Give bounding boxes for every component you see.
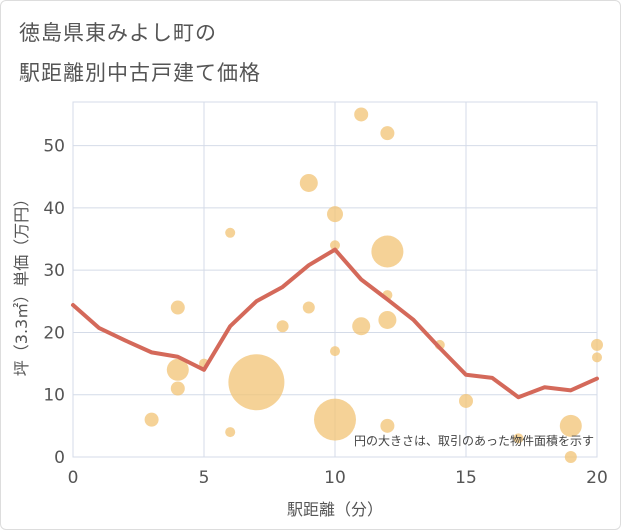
data-bubble xyxy=(302,301,315,314)
data-bubble xyxy=(225,227,236,238)
y-tick-label: 30 xyxy=(43,261,65,281)
x-tick-label: 20 xyxy=(586,468,608,488)
y-axis-label: 坪（3.3㎡）単価（万円） xyxy=(12,191,31,376)
x-tick-label: 10 xyxy=(324,468,346,488)
y-tick-label: 50 xyxy=(43,137,65,157)
data-bubble xyxy=(380,418,395,433)
x-tick-label: 5 xyxy=(199,468,210,488)
data-bubble xyxy=(228,354,285,411)
data-bubble xyxy=(378,310,397,329)
data-bubble xyxy=(225,427,236,438)
data-bubble xyxy=(371,235,404,268)
data-bubble xyxy=(591,338,603,351)
x-axis-label: 駅距離（分） xyxy=(287,500,383,519)
x-tick-label: 0 xyxy=(68,468,79,488)
data-bubble xyxy=(144,412,159,427)
y-tick-label: 20 xyxy=(43,323,65,343)
data-bubble xyxy=(276,320,289,333)
data-bubble xyxy=(327,206,343,223)
data-bubble xyxy=(170,381,185,396)
data-bubble xyxy=(170,300,185,315)
data-bubble xyxy=(166,358,189,381)
series-line xyxy=(71,247,599,400)
data-bubble xyxy=(330,240,340,251)
chart-title-line2: 駅距離別中古戸建て価格 xyxy=(19,61,261,85)
y-tick-label: 0 xyxy=(54,448,65,468)
data-bubble xyxy=(513,433,524,444)
plot-frame xyxy=(72,101,598,458)
data-bubble xyxy=(314,398,356,441)
data-bubble xyxy=(299,173,318,192)
x-tick-label: 15 xyxy=(455,468,477,488)
data-bubble xyxy=(592,352,602,363)
data-bubble xyxy=(330,346,340,357)
y-tick-label: 10 xyxy=(43,386,65,406)
data-bubble xyxy=(564,451,577,463)
data-bubble xyxy=(352,317,371,336)
data-bubble xyxy=(380,126,395,141)
y-tick-label: 40 xyxy=(43,199,65,219)
data-bubble xyxy=(559,414,582,437)
data-bubble xyxy=(354,107,369,122)
data-bubble xyxy=(459,393,473,408)
chart-title-line1: 徳島県東みよし町の xyxy=(19,21,217,45)
chart-note: 円の大きさは、取引のあった物件面積を示す xyxy=(354,433,594,448)
